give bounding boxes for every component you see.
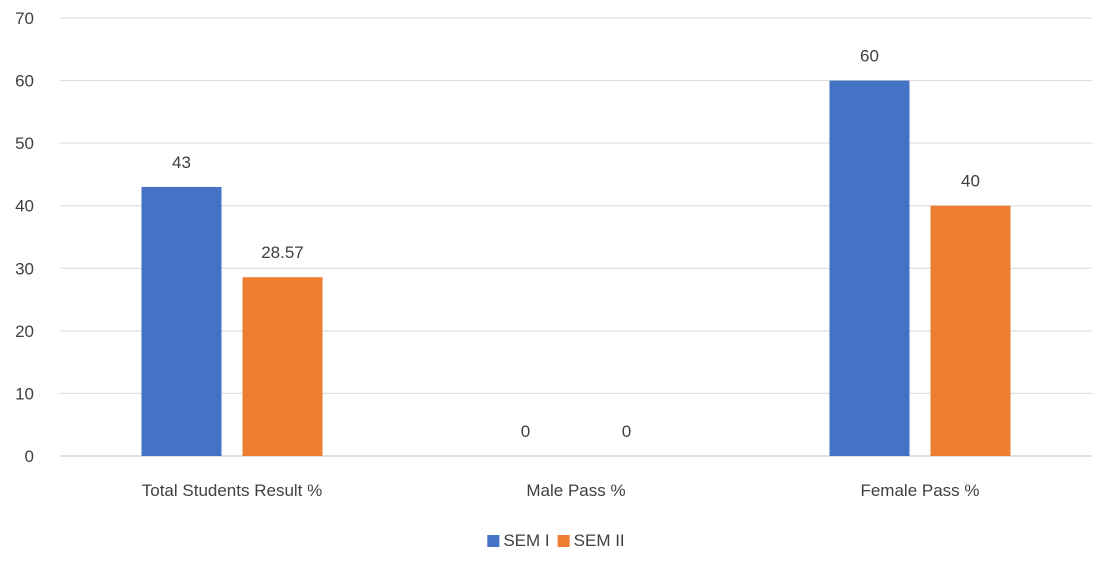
data-label: 60 (860, 47, 879, 66)
legend-item: SEM II (557, 531, 625, 550)
data-label: 40 (961, 172, 980, 191)
bar-sem-i (829, 80, 910, 457)
x-category-label: Female Pass % (860, 481, 979, 500)
x-category-label: Total Students Result % (142, 481, 322, 500)
x-category-label: Male Pass % (526, 481, 625, 500)
x-axis: Total Students Result % Male Pass % Female… (142, 481, 980, 500)
legend-item: SEM I (487, 531, 550, 550)
bars (141, 80, 1011, 457)
data-label: 28.57 (261, 243, 304, 262)
data-label: 0 (521, 422, 530, 441)
legend-swatch (557, 535, 570, 547)
y-tick-label: 60 (15, 72, 34, 91)
y-tick-label: 70 (15, 9, 34, 28)
y-tick-label: 20 (15, 322, 34, 341)
y-axis-ticks: 0 10 20 30 40 50 60 70 (15, 9, 34, 466)
bar-sem-i (141, 186, 222, 456)
legend-swatch (487, 535, 500, 547)
legend-label: SEM II (574, 531, 625, 550)
y-tick-label: 30 (15, 259, 34, 278)
bar-sem-ii (930, 205, 1011, 456)
data-labels: 43 28.57 0 0 60 40 (172, 47, 980, 441)
legend: SEM I SEM II (487, 531, 625, 550)
y-tick-label: 50 (15, 134, 34, 153)
y-tick-label: 40 (15, 197, 34, 216)
data-label: 0 (622, 422, 631, 441)
y-tick-label: 0 (25, 447, 34, 466)
legend-label: SEM I (503, 531, 549, 550)
data-label: 43 (172, 153, 191, 172)
gridlines (60, 17, 1092, 457)
y-tick-label: 10 (15, 384, 34, 403)
bar-sem-ii (242, 277, 323, 456)
